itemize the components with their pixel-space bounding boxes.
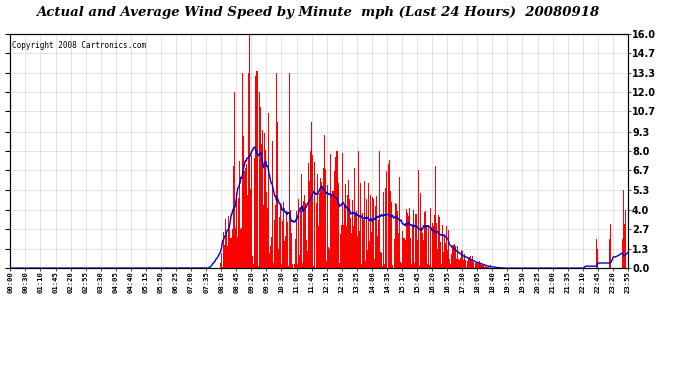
- Text: Copyright 2008 Cartronics.com: Copyright 2008 Cartronics.com: [12, 41, 146, 50]
- Text: Actual and Average Wind Speed by Minute  mph (Last 24 Hours)  20080918: Actual and Average Wind Speed by Minute …: [36, 6, 599, 19]
